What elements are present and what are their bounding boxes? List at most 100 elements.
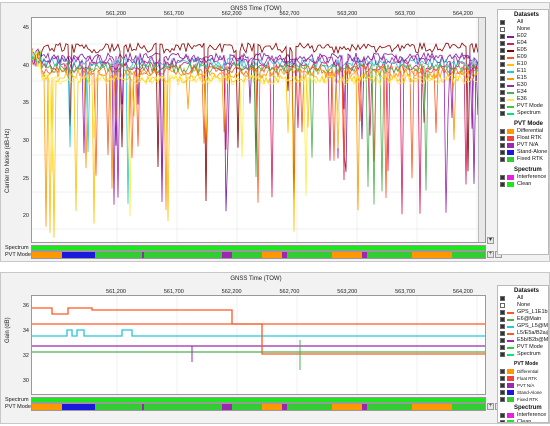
checkbox[interactable] <box>500 310 505 315</box>
checkbox[interactable] <box>500 296 505 301</box>
pvt-segment <box>362 404 367 410</box>
pvt-segment <box>144 404 222 410</box>
cn0-series-line <box>32 51 479 203</box>
legend-item[interactable]: E02 <box>498 33 548 40</box>
checkbox[interactable] <box>500 345 505 350</box>
checkbox[interactable] <box>500 104 505 109</box>
checkbox[interactable] <box>500 55 505 60</box>
legend-item[interactable]: Spectrum <box>498 110 548 117</box>
legend-item[interactable]: GPS_L5@Main <box>498 323 548 330</box>
checkbox[interactable] <box>500 69 505 74</box>
checkbox[interactable] <box>500 413 505 418</box>
legend-item[interactable]: E6@Main <box>498 316 548 323</box>
legend-item[interactable]: E15 <box>498 75 548 82</box>
checkbox[interactable] <box>500 157 505 162</box>
legend-item[interactable]: Interference <box>498 412 548 419</box>
checkbox[interactable] <box>500 175 505 180</box>
legend-item[interactable]: Clean <box>498 181 548 188</box>
legend-item[interactable]: PVT Mode <box>498 103 548 110</box>
legend-item[interactable]: E5b/B2b@Main <box>498 337 548 344</box>
checkbox[interactable] <box>500 390 505 395</box>
legend-item[interactable]: PVT Mode <box>498 344 548 351</box>
legend-item[interactable]: E11 <box>498 68 548 75</box>
checkbox[interactable] <box>500 136 505 141</box>
checkbox[interactable] <box>500 76 505 81</box>
checkbox[interactable] <box>500 303 505 308</box>
legend-item[interactable]: Fixed RTK <box>498 156 548 163</box>
checkbox[interactable] <box>500 27 505 32</box>
y-axis-title: Carrier to Noise (dB-Hz) <box>5 128 11 193</box>
pvt-segment <box>62 252 95 258</box>
series-swatch <box>507 29 514 31</box>
legend-label: E10 <box>517 61 527 67</box>
legend-item[interactable]: E09 <box>498 54 548 61</box>
legend-item[interactable]: E34 <box>498 89 548 96</box>
spectrum-swatch <box>507 175 514 180</box>
legend-item[interactable]: Fixed RTK <box>498 396 548 403</box>
legend-item[interactable]: Spectrum <box>498 351 548 358</box>
pvt-segment <box>32 252 62 258</box>
checkbox[interactable] <box>500 376 505 381</box>
legend-item[interactable]: E04 <box>498 40 548 47</box>
legend-item[interactable]: Differential <box>498 368 548 375</box>
checkbox[interactable] <box>500 317 505 322</box>
legend-item[interactable]: All <box>498 295 548 302</box>
checkbox[interactable] <box>500 34 505 39</box>
zoom-in-icon[interactable]: + <box>487 251 494 258</box>
legend-item[interactable]: E30 <box>498 82 548 89</box>
pvt-segment <box>232 404 262 410</box>
legend-item[interactable]: Interference <box>498 174 548 181</box>
vertical-scrollbar[interactable] <box>478 18 485 242</box>
legend-item[interactable]: None <box>498 302 548 309</box>
legend-label: L5/E5a/B2a@Main <box>517 330 548 336</box>
legend-item[interactable]: Clean <box>498 419 548 422</box>
legend-item[interactable]: PVT N/A <box>498 142 548 149</box>
checkbox[interactable] <box>500 182 505 187</box>
checkbox[interactable] <box>500 150 505 155</box>
checkbox[interactable] <box>500 62 505 67</box>
checkbox[interactable] <box>500 20 505 25</box>
checkbox[interactable] <box>500 97 505 102</box>
legend-item[interactable]: GPS_L1E1bMain <box>498 309 548 316</box>
cn0-series-line <box>32 50 479 205</box>
legend-item[interactable]: Float RTK <box>498 135 548 142</box>
legend-item[interactable]: Differential <box>498 128 548 135</box>
checkbox[interactable] <box>500 111 505 116</box>
checkbox[interactable] <box>500 41 505 46</box>
checkbox[interactable] <box>500 369 505 374</box>
checkbox[interactable] <box>500 324 505 329</box>
checkbox[interactable] <box>500 83 505 88</box>
legend-item[interactable]: Stand-Alone <box>498 389 548 396</box>
mode-swatch <box>507 397 514 402</box>
legend-item[interactable]: PVT N/A <box>498 382 548 389</box>
checkbox[interactable] <box>500 90 505 95</box>
strip-label-pvt-mode: PVT Mode <box>5 252 31 258</box>
pvt-segment <box>332 404 362 410</box>
legend-item[interactable]: All <box>498 19 548 26</box>
checkbox[interactable] <box>500 397 505 402</box>
legend-item[interactable]: Float RTK <box>498 375 548 382</box>
legend-item[interactable]: E36 <box>498 96 548 103</box>
x-tick-label: 563,200 <box>337 289 358 295</box>
checkbox[interactable] <box>500 352 505 357</box>
legend-item[interactable]: Stand-Alone <box>498 149 548 156</box>
zoom-in-icon[interactable]: + <box>487 403 494 410</box>
x-tick-label: 564,200 <box>452 11 473 17</box>
gain-plot-area[interactable] <box>31 295 486 395</box>
legend-item[interactable]: None <box>498 26 548 33</box>
checkbox[interactable] <box>500 143 505 148</box>
cn0-plot-area[interactable] <box>31 17 486 243</box>
scroll-down-icon[interactable]: ▾ <box>487 237 494 244</box>
checkbox[interactable] <box>500 48 505 53</box>
checkbox[interactable] <box>500 420 505 422</box>
checkbox[interactable] <box>500 331 505 336</box>
legend-item[interactable]: E05 <box>498 47 548 54</box>
legend-item[interactable]: L5/E5a/B2a@Main <box>498 330 548 337</box>
pvt-segment <box>142 252 144 258</box>
legend-item[interactable]: E10 <box>498 61 548 68</box>
checkbox[interactable] <box>500 338 505 343</box>
x-tick-label: 561,700 <box>163 11 184 17</box>
checkbox[interactable] <box>500 129 505 134</box>
cn0-series-line <box>32 49 478 217</box>
checkbox[interactable] <box>500 383 505 388</box>
